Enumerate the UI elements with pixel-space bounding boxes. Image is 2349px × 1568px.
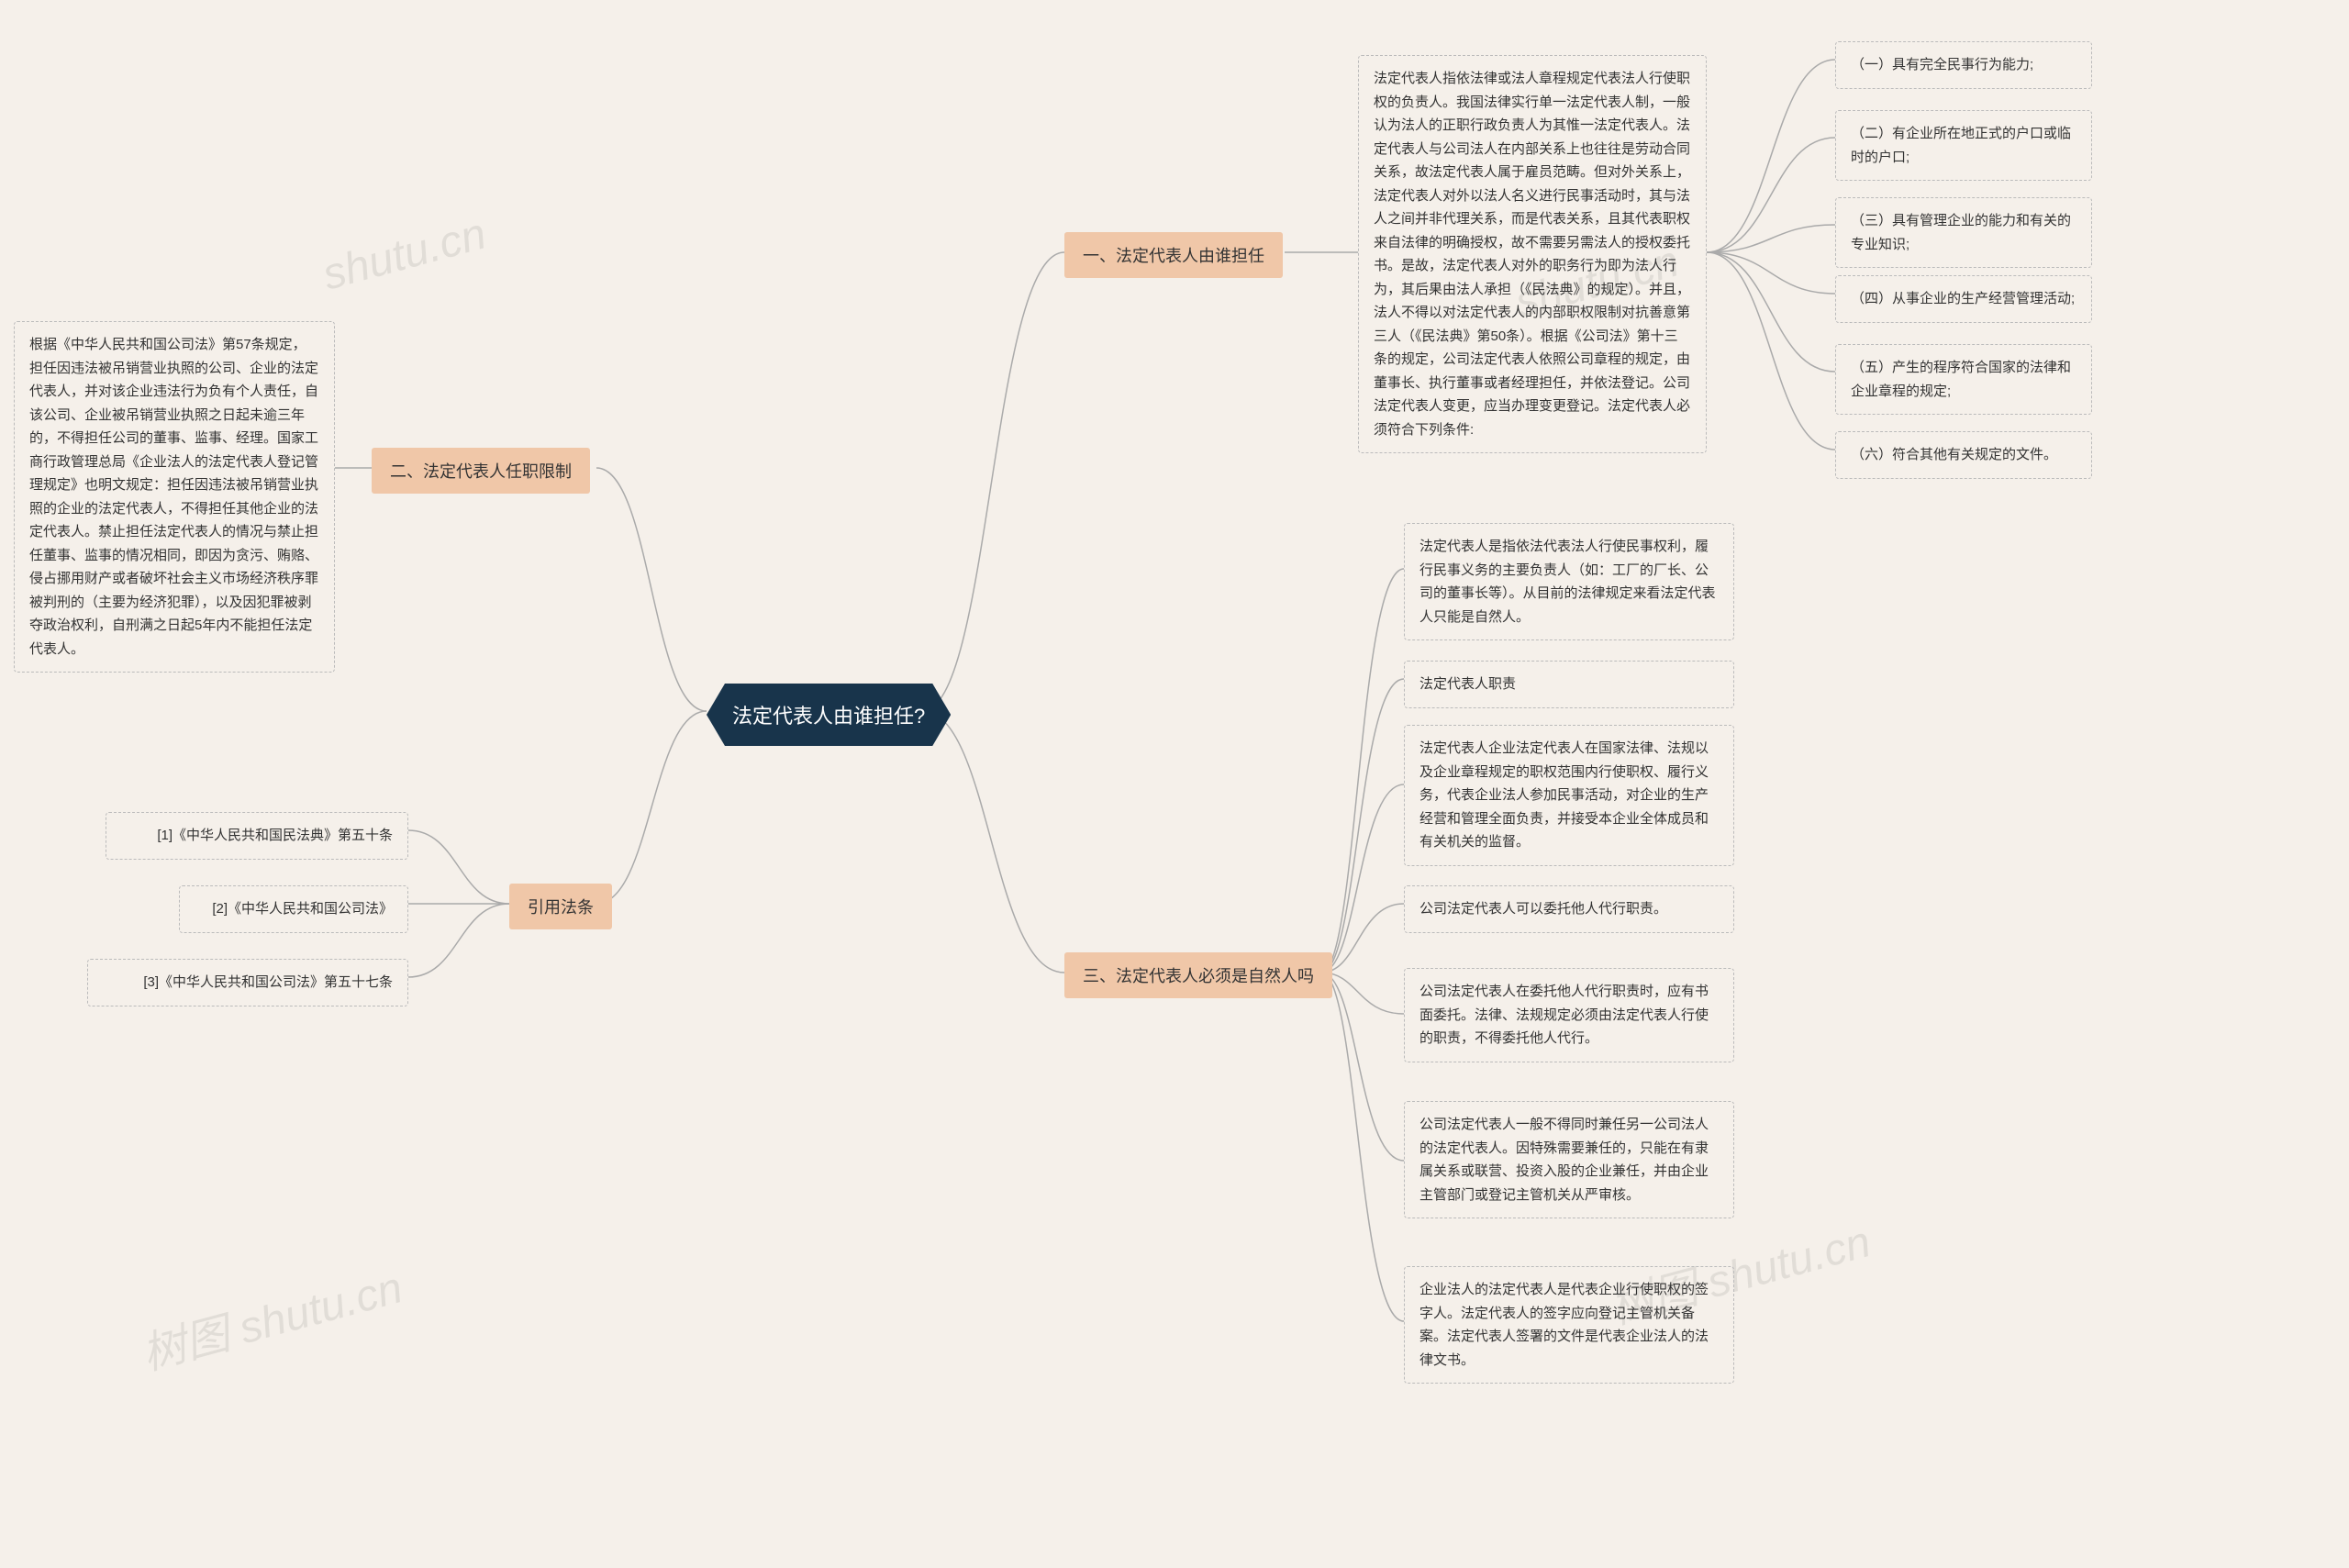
leaf-b1-c2: （二）有企业所在地正式的户口或临时的户口; [1835, 110, 2092, 181]
leaf-b3-p4: 公司法定代表人可以委托他人代行职责。 [1404, 885, 1734, 933]
branch-references: 引用法条 [509, 884, 612, 929]
branch-restrictions: 二、法定代表人任职限制 [372, 448, 590, 494]
leaf-b4-r1: [1]《中华人民共和国民法典》第五十条 [106, 812, 408, 860]
leaf-b3-p3: 法定代表人企业法定代表人在国家法律、法规以及企业章程规定的职权范围内行使职权、履… [1404, 725, 1734, 866]
leaf-b1-c1: （一）具有完全民事行为能力; [1835, 41, 2092, 89]
leaf-b1-intro: 法定代表人指依法律或法人章程规定代表法人行使职权的负责人。我国法律实行单一法定代… [1358, 55, 1707, 453]
leaf-b2-text: 根据《中华人民共和国公司法》第57条规定，担任因违法被吊销营业执照的公司、企业的… [14, 321, 335, 673]
leaf-b3-p2: 法定代表人职责 [1404, 661, 1734, 708]
watermark: shutu.cn [317, 208, 492, 300]
branch-natural-person: 三、法定代表人必须是自然人吗 [1064, 952, 1332, 998]
leaf-b1-c5: （五）产生的程序符合国家的法律和企业章程的规定; [1835, 344, 2092, 415]
leaf-b3-p1: 法定代表人是指依法代表法人行使民事权利，履行民事义务的主要负责人（如：工厂的厂长… [1404, 523, 1734, 640]
leaf-b1-c6: （六）符合其他有关规定的文件。 [1835, 431, 2092, 479]
leaf-b1-c3: （三）具有管理企业的能力和有关的专业知识; [1835, 197, 2092, 268]
center-node: 法定代表人由谁担任? [707, 684, 951, 746]
watermark: 树图 shutu.cn [134, 1251, 408, 1383]
leaf-b3-p5: 公司法定代表人在委托他人代行职责时，应有书面委托。法律、法规规定必须由法定代表人… [1404, 968, 1734, 1062]
leaf-b3-p7: 企业法人的法定代表人是代表企业行使职权的签字人。法定代表人的签字应向登记主管机关… [1404, 1266, 1734, 1384]
leaf-b4-r2: [2]《中华人民共和国公司法》 [179, 885, 408, 933]
branch-who-serves: 一、法定代表人由谁担任 [1064, 232, 1283, 278]
leaf-b4-r3: [3]《中华人民共和国公司法》第五十七条 [87, 959, 408, 1006]
leaf-b3-p6: 公司法定代表人一般不得同时兼任另一公司法人的法定代表人。因特殊需要兼任的，只能在… [1404, 1101, 1734, 1218]
leaf-b1-c4: （四）从事企业的生产经营管理活动; [1835, 275, 2092, 323]
